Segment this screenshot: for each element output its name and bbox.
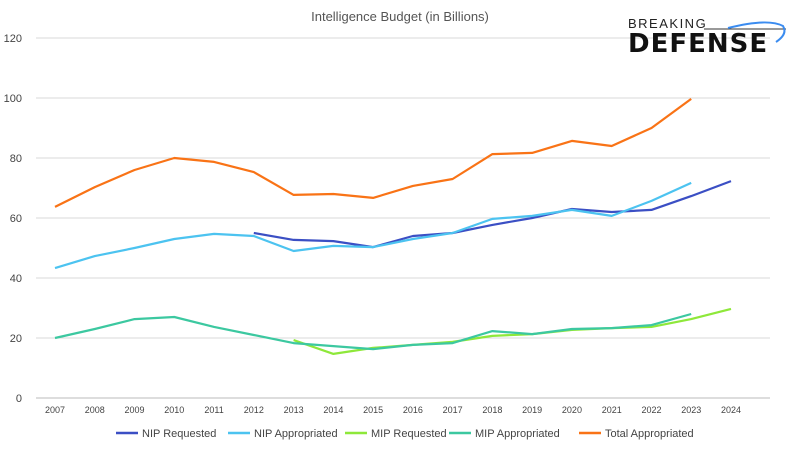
legend-label: MIP Appropriated [475,428,560,440]
x-tick-label: 2012 [244,405,264,415]
logo-line2: DEFENSE [628,29,769,59]
x-tick-label: 2022 [641,405,661,415]
y-tick-label: 0 [16,393,22,405]
series-line-nip-appropriated [54,181,692,270]
series-line-nip-requested [253,180,732,249]
y-tick-label: 20 [10,333,22,345]
logo-line1: BREAKING [628,16,708,31]
x-tick-label: 2017 [443,405,463,415]
x-tick-label: 2018 [482,405,502,415]
chart-title: Intelligence Budget (in Billions) [311,9,489,24]
x-tick-label: 2008 [85,405,105,415]
x-tick-label: 2024 [721,405,741,415]
x-tick-label: 2023 [681,405,701,415]
x-tick-label: 2015 [363,405,383,415]
legend-label: NIP Appropriated [254,428,338,440]
logo-swoosh-icon [704,21,786,43]
legend-label: NIP Requested [142,428,216,440]
x-tick-label: 2016 [403,405,423,415]
legend-label: MIP Requested [371,428,447,440]
x-tick-label: 2020 [562,405,582,415]
x-tick-label: 2007 [45,405,65,415]
x-tick-label: 2011 [204,405,223,415]
x-tick-label: 2021 [602,405,622,415]
x-tick-label: 2009 [125,405,145,415]
x-tick-label: 2010 [164,405,184,415]
x-tick-label: 2019 [522,405,542,415]
x-tick-label: 2013 [284,405,304,415]
series-line-mip-appropriated [54,312,692,351]
y-tick-label: 80 [10,153,22,165]
legend-label: Total Appropriated [605,428,694,440]
y-tick-label: 100 [4,93,22,105]
breaking-defense-logo: BREAKING DEFENSE [628,16,788,60]
x-tick-label: 2014 [323,405,343,415]
series-line-total-appropriated [54,98,692,208]
y-tick-label: 40 [10,273,22,285]
y-tick-label: 120 [4,33,22,45]
y-tick-label: 60 [10,213,22,225]
